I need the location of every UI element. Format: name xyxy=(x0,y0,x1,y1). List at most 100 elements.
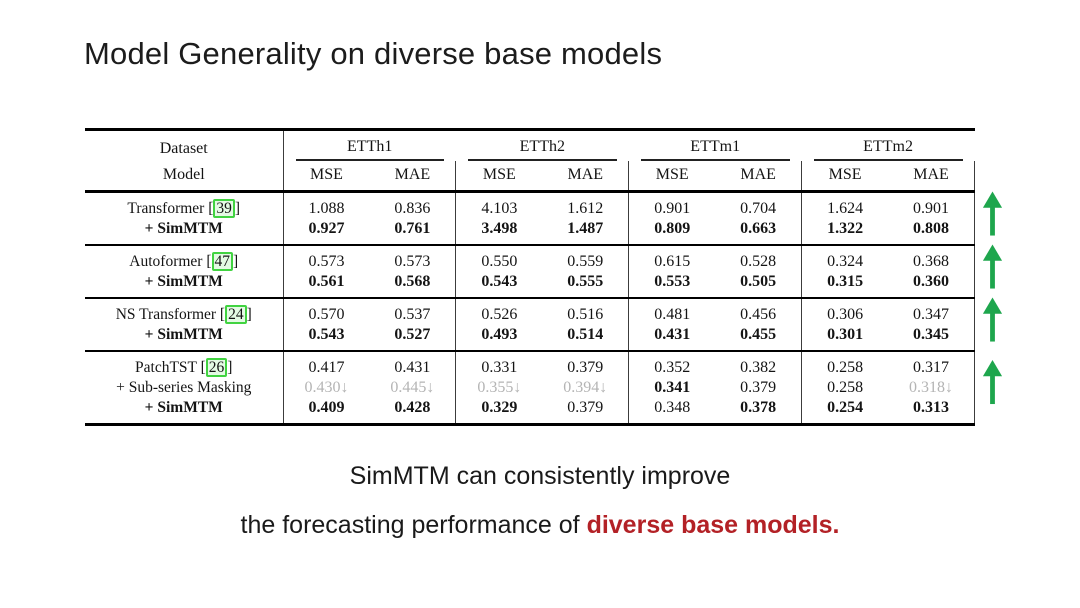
value-cell: 0.573 xyxy=(282,245,370,272)
table-header-row-datasets: Dataset ETTh1 ETTh2 ETTm1 ETTm2 xyxy=(85,129,975,161)
dataset-group-header: ETTh2 xyxy=(456,130,629,161)
table-row: + SimMTM 0.561 0.568 0.543 0.555 0.553 0.505 0.… xyxy=(85,272,976,298)
improvement-up-arrow-icon xyxy=(982,359,1003,405)
caption-line-2: the forecasting performance of diverse b… xyxy=(0,501,1080,550)
value-cell: 1.624 xyxy=(801,191,889,219)
value-cell: 0.901 xyxy=(628,191,716,219)
value-cell: 0.808 xyxy=(888,219,976,245)
table-row: NS Transformer [24] 0.570 0.537 0.526 0.516 0… xyxy=(85,298,976,325)
table-row: PatchTST [26] 0.417 0.431 0.331 0.379 0.352 0.… xyxy=(85,351,976,378)
dataset-group-name: ETTh2 xyxy=(467,137,617,161)
caption-highlight: diverse base models. xyxy=(586,511,840,539)
value-cell: 0.317 xyxy=(888,351,976,378)
page-title: Model Generality on diverse base models xyxy=(84,36,663,71)
value-cell: 3.498 xyxy=(455,219,543,245)
caption: SimMTM can consistently improve the fore… xyxy=(0,452,1080,550)
model-label: + Sub-series Masking xyxy=(116,379,252,396)
metric-header: MSE xyxy=(628,161,716,193)
value-cell: 1.322 xyxy=(801,219,889,245)
caption-line-1: SimMTM can consistently improve xyxy=(349,462,731,490)
value-cell: 0.324 xyxy=(801,245,889,272)
results-table: Dataset ETTh1 ETTh2 ETTm1 ETTm2 Model MSE MAE MS… xyxy=(85,128,976,426)
value-cell: 0.493 xyxy=(455,325,543,351)
model-label: + SimMTM xyxy=(144,399,223,416)
table-row: + SimMTM 0.409 0.428 0.329 0.379 0.348 0.378 0.… xyxy=(85,398,976,425)
value-cell: 0.394↓ xyxy=(563,379,608,396)
header-model-label: Model xyxy=(85,161,283,193)
value-cell: 0.430↓ xyxy=(282,378,370,398)
value-cell: 0.543 xyxy=(455,272,543,298)
value-cell: 0.927 xyxy=(282,219,370,245)
value-cell: 0.570 xyxy=(282,298,370,325)
value-cell: 0.331 xyxy=(455,351,543,378)
model-block: PatchTST [26] 0.417 0.431 0.331 0.379 0.352 0.… xyxy=(85,351,976,425)
value-cell: 0.455 xyxy=(740,326,777,343)
improvement-up-arrow-icon xyxy=(982,297,1003,342)
value-cell: 0.352 xyxy=(628,351,716,378)
value-cell: 0.901 xyxy=(888,191,976,219)
value-cell: 0.431 xyxy=(628,325,716,351)
value-cell: 0.615 xyxy=(628,245,716,272)
value-cell: 0.543 xyxy=(282,325,370,351)
value-cell: 0.348 xyxy=(628,398,716,425)
metric-header: MAE xyxy=(715,161,802,193)
model-label: + SimMTM xyxy=(144,273,223,290)
value-cell: 1.487 xyxy=(567,220,604,237)
value-cell: 0.481 xyxy=(628,298,716,325)
citation-number: 26 xyxy=(205,358,228,377)
value-cell: 0.559 xyxy=(567,253,604,270)
model-block: NS Transformer [24] 0.570 0.537 0.526 0.516 0… xyxy=(85,298,976,351)
model-block: Autoformer [47] 0.573 0.573 0.550 0.559 0.615… xyxy=(85,245,976,298)
table-header-row-metrics: Model MSE MAE MSE MAE MSE MAE MSE MAE xyxy=(85,161,976,193)
value-cell: 0.561 xyxy=(282,272,370,298)
model-label: Autoformer [47] xyxy=(129,252,239,271)
value-cell: 0.315 xyxy=(801,272,889,298)
value-cell: 0.555 xyxy=(567,273,604,290)
table-row: + Sub-series Masking 0.430↓ 0.445↓ 0.355↓ 0.… xyxy=(85,378,976,398)
model-label: Transformer [39] xyxy=(127,199,241,218)
dataset-group-header: ETTh1 xyxy=(282,129,456,161)
metric-header: MAE xyxy=(369,161,456,193)
dataset-group-name: ETTh1 xyxy=(295,137,444,161)
caption-line-2-prefix: the forecasting performance of xyxy=(240,511,587,539)
model-block: Transformer [39] 1.088 0.836 4.103 1.612 0.90… xyxy=(85,191,976,245)
value-cell: 0.514 xyxy=(567,326,604,343)
model-label: + SimMTM xyxy=(144,326,223,343)
value-cell: 0.368 xyxy=(888,245,976,272)
metric-header: MAE xyxy=(888,161,976,193)
value-cell: 0.553 xyxy=(628,272,716,298)
value-cell: 0.318↓ xyxy=(888,378,976,398)
value-cell: 0.568 xyxy=(394,273,431,290)
results-table-wrap: Dataset ETTh1 ETTh2 ETTm1 ETTm2 Model MSE MAE MS… xyxy=(85,128,976,426)
value-cell: 0.528 xyxy=(740,253,777,270)
value-cell: 0.526 xyxy=(455,298,543,325)
value-cell: 0.431 xyxy=(394,359,431,376)
value-cell: 0.550 xyxy=(455,245,543,272)
value-cell: 0.329 xyxy=(455,398,543,425)
value-cell: 0.258 xyxy=(801,351,889,378)
value-cell: 0.347 xyxy=(888,298,976,325)
dataset-group-header: ETTm2 xyxy=(802,130,975,161)
improvement-up-arrow-icon xyxy=(982,244,1003,289)
value-cell: 0.761 xyxy=(394,220,431,237)
value-cell: 0.313 xyxy=(888,398,976,425)
value-cell: 0.254 xyxy=(801,398,889,425)
metric-header: MAE xyxy=(542,161,629,193)
value-cell: 0.360 xyxy=(888,272,976,298)
value-cell: 0.516 xyxy=(567,306,604,323)
value-cell: 0.409 xyxy=(282,398,370,425)
improvement-up-arrow-icon xyxy=(982,191,1003,236)
dataset-group-name: ETTm1 xyxy=(640,137,790,161)
dataset-group-name: ETTm2 xyxy=(813,137,963,161)
citation-number: 47 xyxy=(211,252,234,271)
value-cell: 0.379 xyxy=(567,359,604,376)
value-cell: 0.573 xyxy=(394,253,431,270)
value-cell: 1.612 xyxy=(567,200,604,217)
value-cell: 0.345 xyxy=(888,325,976,351)
model-label: PatchTST [26] xyxy=(135,358,233,377)
value-cell: 0.258 xyxy=(801,378,889,398)
table-row: + SimMTM 0.543 0.527 0.493 0.514 0.431 0.455 0.… xyxy=(85,325,976,351)
table-row: Transformer [39] 1.088 0.836 4.103 1.612 0.90… xyxy=(85,191,976,219)
metric-header: MSE xyxy=(801,161,889,193)
